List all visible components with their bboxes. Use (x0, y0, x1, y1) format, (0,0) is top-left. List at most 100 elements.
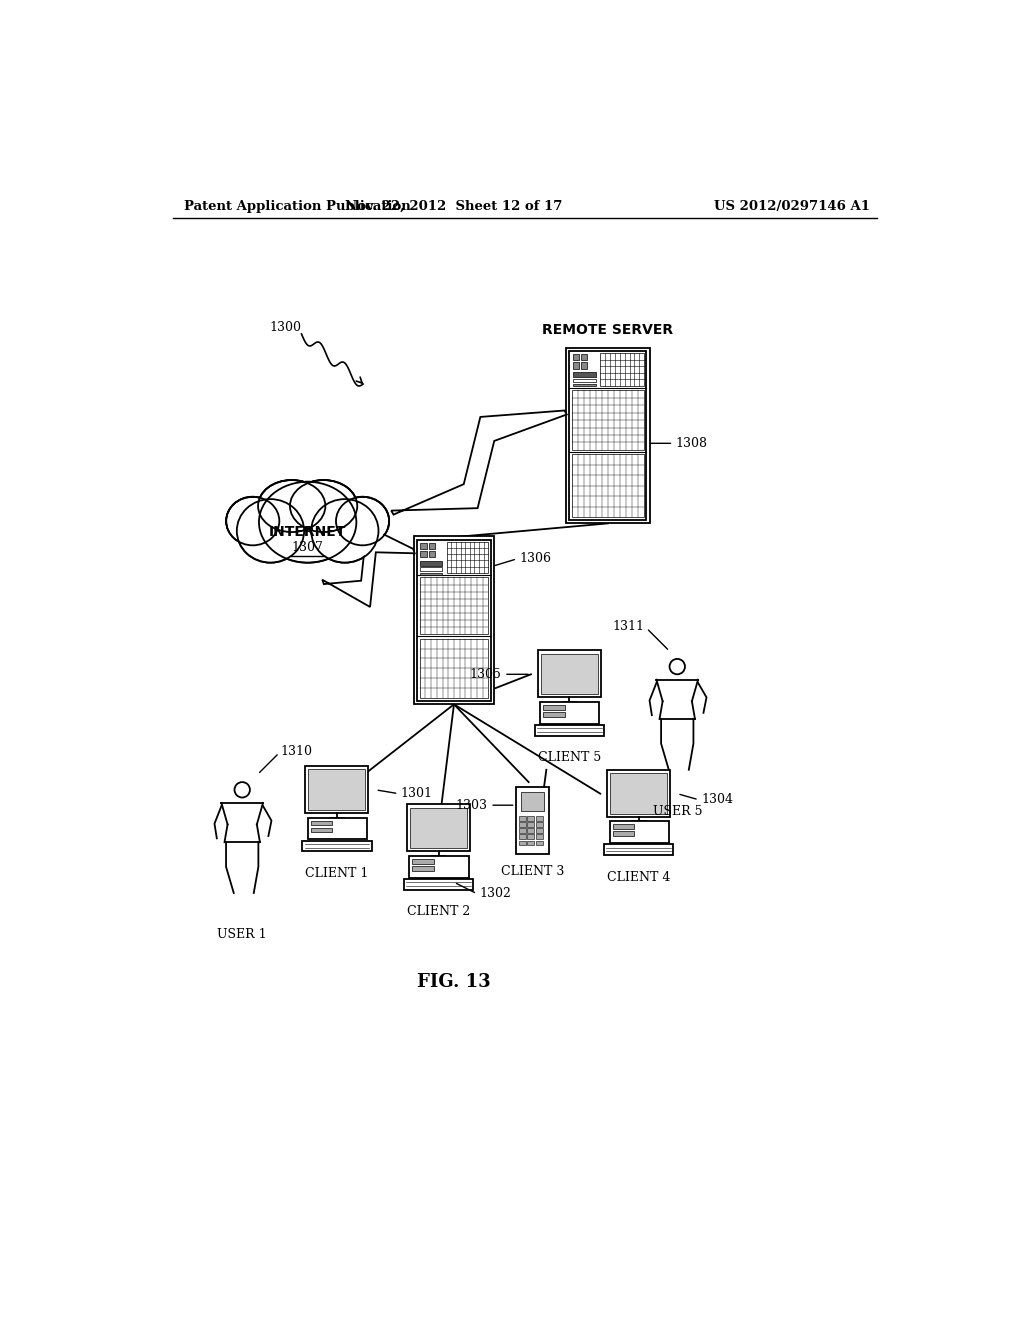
Text: 1301: 1301 (400, 787, 433, 800)
Bar (302, 841, 372, 851)
Text: 1302: 1302 (479, 887, 511, 900)
Bar (607, 770, 671, 817)
Text: REMOTE SERVER: REMOTE SERVER (543, 323, 674, 337)
Bar (581, 354, 587, 360)
Bar (403, 879, 473, 890)
Bar (421, 552, 427, 557)
Bar (527, 816, 535, 821)
Ellipse shape (259, 482, 325, 531)
Bar (518, 829, 525, 833)
Bar (541, 653, 598, 694)
Bar (228, 528, 387, 569)
Bar (572, 384, 596, 387)
Bar (527, 834, 535, 840)
Bar (610, 774, 668, 813)
Text: USER 5: USER 5 (652, 805, 702, 818)
Circle shape (234, 781, 250, 797)
Ellipse shape (290, 480, 357, 532)
Bar (410, 855, 469, 878)
Bar (536, 822, 543, 826)
Ellipse shape (312, 500, 378, 561)
Text: US 2012/0297146 A1: US 2012/0297146 A1 (714, 199, 869, 213)
Ellipse shape (227, 498, 279, 544)
Bar (515, 787, 550, 854)
Bar (544, 711, 565, 717)
Ellipse shape (337, 498, 388, 544)
Bar (544, 705, 565, 710)
Bar (421, 543, 427, 549)
Bar (421, 573, 442, 576)
Bar (420, 639, 488, 698)
Bar (413, 859, 434, 863)
Text: 1300: 1300 (269, 321, 301, 334)
Text: INTERNET: INTERNET (269, 525, 346, 539)
Text: 1306: 1306 (519, 552, 551, 565)
Text: USER 1: USER 1 (217, 928, 267, 941)
Bar (446, 543, 488, 573)
Bar (410, 808, 467, 849)
Text: CLIENT 2: CLIENT 2 (407, 906, 470, 919)
Text: CLIENT 1: CLIENT 1 (305, 867, 369, 880)
Text: CLIENT 3: CLIENT 3 (501, 866, 564, 878)
Bar (572, 372, 596, 378)
Text: Patent Application Publication: Patent Application Publication (184, 199, 412, 213)
Bar (566, 348, 649, 523)
Bar (308, 770, 366, 809)
Text: CLIENT 5: CLIENT 5 (538, 751, 601, 764)
Ellipse shape (258, 480, 326, 532)
Bar (518, 834, 525, 840)
Bar (310, 828, 333, 832)
Bar (536, 816, 543, 821)
Bar (569, 351, 646, 520)
Bar (572, 354, 579, 360)
Circle shape (670, 659, 685, 675)
Text: 1311: 1311 (612, 620, 644, 634)
Bar (581, 363, 587, 368)
Bar (612, 832, 634, 836)
Bar (307, 817, 367, 840)
Ellipse shape (259, 482, 356, 562)
Bar (420, 577, 488, 634)
Bar (413, 866, 434, 871)
Bar (536, 841, 543, 845)
Bar (518, 841, 525, 845)
Bar (415, 536, 494, 705)
Bar (609, 821, 669, 843)
Text: 1303: 1303 (456, 799, 487, 812)
Bar (429, 552, 435, 557)
Bar (536, 834, 543, 840)
Bar (600, 354, 644, 385)
Polygon shape (323, 527, 415, 607)
Bar (421, 568, 442, 572)
Ellipse shape (260, 483, 355, 561)
Bar (572, 379, 596, 383)
Bar (604, 845, 674, 855)
Ellipse shape (291, 482, 356, 531)
Text: 1310: 1310 (281, 744, 312, 758)
Ellipse shape (311, 499, 379, 562)
Text: Nov. 22, 2012  Sheet 12 of 17: Nov. 22, 2012 Sheet 12 of 17 (345, 199, 562, 213)
Bar (541, 702, 599, 723)
Bar (527, 841, 535, 845)
Ellipse shape (238, 500, 303, 561)
Text: 1305: 1305 (470, 668, 502, 681)
Bar (407, 804, 470, 851)
Polygon shape (391, 411, 566, 515)
Bar (527, 829, 535, 833)
Text: CLIENT 4: CLIENT 4 (607, 871, 671, 883)
Ellipse shape (237, 499, 304, 562)
Bar (305, 766, 369, 813)
Bar (572, 363, 579, 368)
Bar (518, 816, 525, 821)
Ellipse shape (336, 496, 389, 545)
Bar (421, 561, 442, 566)
Text: 1307: 1307 (292, 541, 324, 554)
Bar (536, 829, 543, 833)
Bar (538, 651, 601, 697)
Text: 1308: 1308 (676, 437, 708, 450)
Ellipse shape (226, 496, 280, 545)
Text: 1304: 1304 (701, 793, 733, 807)
Bar (571, 454, 644, 517)
Bar (521, 792, 544, 810)
Bar (612, 825, 634, 829)
